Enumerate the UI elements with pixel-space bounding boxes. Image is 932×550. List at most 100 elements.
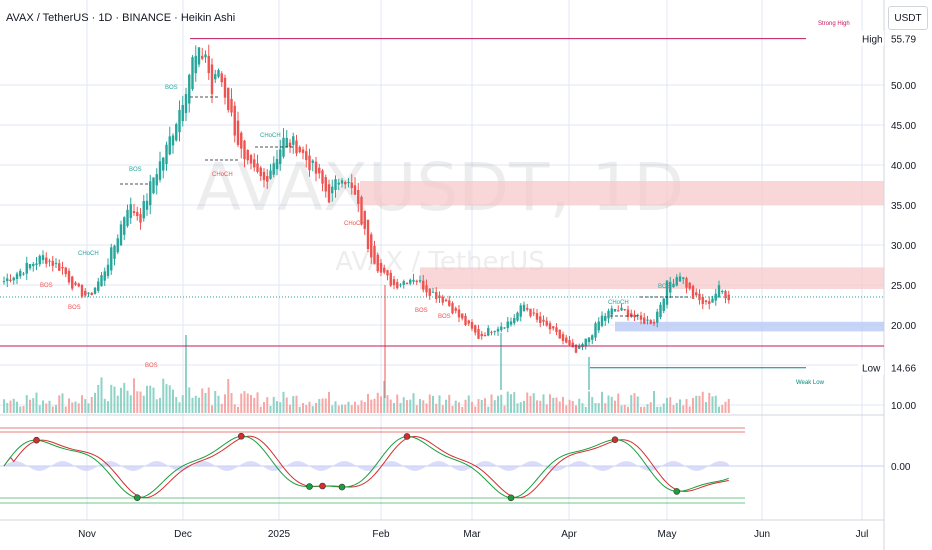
candle-body: [327, 184, 331, 203]
price-tick-label: 45.00: [891, 121, 916, 132]
volume-bar: [116, 395, 119, 413]
zones-layer: [360, 181, 884, 332]
candle-body: [545, 320, 548, 326]
volume-bar: [250, 394, 252, 413]
candle-body: [454, 308, 457, 311]
candle-body: [714, 293, 717, 301]
candle-body: [152, 177, 155, 194]
candle-body: [142, 201, 145, 219]
candle-body: [54, 263, 58, 265]
volume-bar: [630, 395, 633, 413]
volume-bar: [461, 406, 464, 413]
candle-body: [483, 334, 487, 337]
volume-bar: [123, 382, 126, 413]
high-tag-label: High: [862, 35, 883, 46]
volume-bar: [422, 400, 425, 413]
volume-bar: [25, 395, 28, 413]
candle-body: [422, 280, 425, 290]
volume-bar: [32, 398, 35, 413]
candle-body: [461, 313, 464, 319]
price-tick-label: 50.00: [891, 81, 916, 92]
volume-bar: [120, 387, 122, 413]
volume-bar: [191, 397, 194, 413]
candle-body: [22, 273, 25, 275]
volume-bar: [207, 387, 210, 413]
weak-low-label: Weak Low: [796, 380, 825, 386]
candle-body: [298, 146, 301, 153]
volume-bar: [9, 400, 12, 413]
volume-bar: [168, 385, 171, 413]
candle-body: [334, 179, 337, 191]
volume-bar: [103, 398, 106, 413]
osc-cross-dot: [237, 432, 245, 440]
candle-body: [418, 280, 422, 282]
volume-bar: [185, 335, 187, 413]
volume-bar: [649, 402, 652, 413]
volume-bar: [159, 397, 161, 413]
volume-bar: [259, 406, 262, 413]
price-tick-label: 35.00: [891, 201, 916, 212]
candle-body: [678, 276, 682, 282]
volume-bar: [597, 403, 600, 413]
volume-bar: [214, 390, 217, 413]
volume-bar: [227, 378, 230, 413]
candle-body: [67, 270, 71, 283]
volume-bar: [493, 400, 496, 413]
candle-body: [227, 87, 230, 111]
candle-body: [587, 337, 591, 343]
candle-body: [35, 263, 38, 266]
candle-body: [210, 64, 214, 95]
candle-body: [646, 319, 649, 321]
volume-bar: [643, 406, 646, 413]
volume-bar: [532, 393, 535, 413]
candle-body: [389, 272, 392, 286]
currency-button[interactable]: USDT: [888, 6, 928, 30]
candle-body: [204, 54, 207, 58]
candle-body: [100, 275, 103, 287]
candle-body: [71, 276, 74, 289]
candle-body: [77, 283, 80, 287]
candle-body: [610, 308, 613, 315]
volume-bar: [347, 401, 350, 413]
candle-body: [353, 185, 357, 195]
candle-body: [230, 98, 233, 113]
candle-body: [80, 285, 84, 297]
candle-body: [535, 313, 539, 320]
volume-bar: [653, 391, 655, 413]
candle-body: [425, 285, 428, 293]
volume-bar: [126, 390, 129, 413]
candle-body: [558, 329, 561, 339]
volume-bar: [315, 402, 317, 413]
volume-bar: [188, 387, 191, 413]
volume-bar: [412, 393, 415, 413]
time-tick-label: Dec: [174, 529, 192, 540]
volume-bar: [451, 405, 454, 413]
volume-bar: [240, 393, 243, 413]
volume-bar: [256, 392, 259, 413]
volume-bar: [318, 399, 321, 413]
candle-body: [360, 196, 363, 225]
candle-body: [347, 181, 350, 184]
candle-body: [669, 281, 672, 293]
volume-bar: [435, 403, 438, 413]
bos-label: BOS: [129, 167, 142, 173]
candle-body: [207, 55, 210, 74]
candle-body: [19, 270, 22, 277]
time-tick-label: 2025: [268, 529, 291, 540]
candle-body: [103, 271, 106, 281]
volume-bar: [438, 395, 441, 413]
candle-body: [386, 270, 389, 276]
candle-body: [555, 327, 558, 333]
volume-bar: [321, 398, 324, 413]
candle-body: [188, 74, 191, 104]
candle-body: [412, 279, 415, 282]
volume-bar: [565, 405, 568, 413]
candle-body: [149, 181, 152, 206]
volume-bar: [575, 405, 577, 413]
volume-bar: [360, 400, 363, 413]
candle-body: [194, 55, 197, 74]
candle-body: [9, 279, 12, 281]
time-tick-label: Jun: [754, 529, 770, 540]
low-value: 14.66: [891, 364, 916, 375]
